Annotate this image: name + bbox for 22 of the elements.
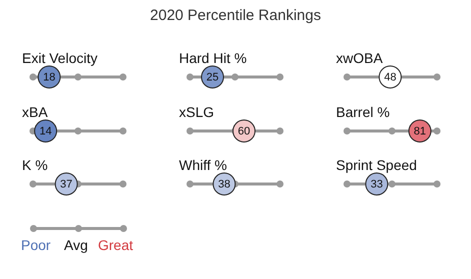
category-label: K % bbox=[22, 157, 48, 173]
data-label: 81 bbox=[414, 126, 426, 138]
data-label: 14 bbox=[39, 126, 52, 138]
text: Great bbox=[98, 237, 134, 253]
data-label: 37 bbox=[60, 178, 72, 191]
data-label: 60 bbox=[238, 126, 250, 138]
category-label: xSLG bbox=[179, 104, 214, 120]
data-label: 38 bbox=[218, 178, 230, 191]
data-label: 48 bbox=[384, 72, 396, 84]
text: Poor bbox=[21, 237, 51, 253]
category-label: xBA bbox=[22, 104, 48, 120]
data-label: 18 bbox=[43, 72, 56, 84]
category-label: Sprint Speed bbox=[336, 157, 417, 173]
category-label: Whiff % bbox=[179, 157, 227, 173]
text: 2020 Percentile Rankings bbox=[149, 7, 322, 24]
category-label: Exit Velocity bbox=[22, 50, 98, 66]
category-label: Barrel % bbox=[336, 104, 390, 120]
text: Avg bbox=[64, 237, 88, 253]
category-label: Hard Hit % bbox=[179, 50, 247, 66]
data-label: 25 bbox=[206, 72, 219, 84]
data-label: 33 bbox=[370, 178, 383, 191]
category-label: xwOBA bbox=[336, 50, 383, 66]
